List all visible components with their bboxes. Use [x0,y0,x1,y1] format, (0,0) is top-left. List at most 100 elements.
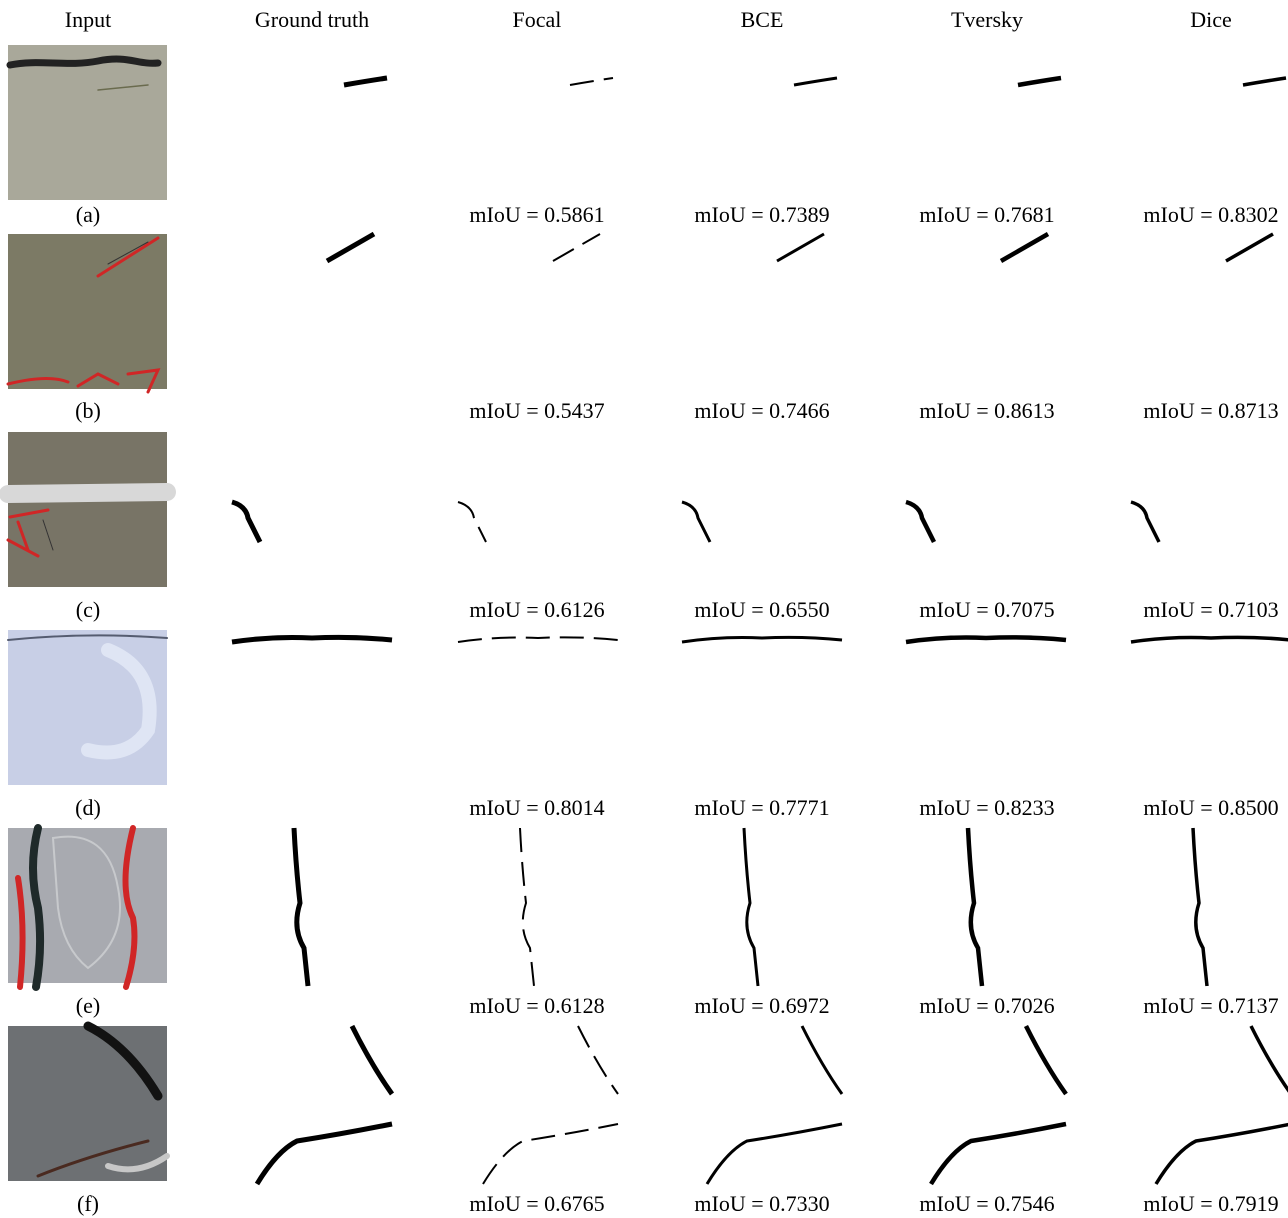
row-label: (c) [76,597,100,622]
input-image [8,234,167,392]
miou-score: mIoU = 0.7330 [694,1191,829,1216]
crack-stroke [327,234,374,261]
prediction-mask [1156,1026,1288,1184]
image-background [8,45,167,200]
ground-truth-mask [232,502,260,542]
miou-score: mIoU = 0.7771 [694,795,829,820]
input-image [8,828,167,987]
crack-stroke [802,1026,842,1094]
image-stroke [8,492,167,494]
crack-stroke [968,828,982,986]
miou-score: mIoU = 0.6128 [469,993,604,1018]
miou-score: mIoU = 0.7919 [1143,1191,1278,1216]
crack-stroke [458,502,486,542]
image-background [8,432,167,587]
ground-truth-mask [294,828,308,986]
crack-stroke [232,502,260,542]
page: InputGround truthFocalBCETverskyDice(a)m… [0,0,1288,1218]
input-image [8,45,167,200]
ground-truth-mask [232,637,392,642]
column-header: Tversky [951,7,1023,32]
crack-stroke [553,234,600,261]
column-header: Input [65,7,111,32]
row-label: (a) [76,202,100,227]
crack-stroke [682,502,710,542]
ground-truth-mask [327,234,374,261]
input-image [8,432,167,587]
prediction-mask [968,828,982,986]
prediction-mask [570,78,613,85]
crack-stroke [707,1124,842,1184]
crack-stroke [777,234,824,261]
row-label: (f) [77,1191,99,1216]
crack-stroke [483,1124,618,1184]
image-stroke [10,59,158,65]
crack-stroke [744,828,758,986]
crack-stroke [344,78,387,85]
crack-stroke [1018,78,1061,85]
prediction-mask [794,78,837,85]
row-label: (e) [76,993,100,1018]
miou-score: mIoU = 0.7681 [919,202,1054,227]
prediction-mask [520,828,534,986]
prediction-mask [931,1026,1066,1184]
input-image [8,1026,167,1181]
prediction-mask [1018,78,1061,85]
crack-stroke [1243,78,1286,85]
miou-score: mIoU = 0.6550 [694,597,829,622]
prediction-mask [906,502,934,542]
prediction-mask [682,502,710,542]
crack-stroke [458,637,618,642]
miou-score: mIoU = 0.8233 [919,795,1054,820]
prediction-mask [553,234,600,261]
crack-stroke [682,637,842,642]
crack-stroke [1226,234,1273,261]
row-label: (b) [75,398,101,423]
prediction-mask [1193,828,1207,986]
prediction-mask [906,637,1066,642]
miou-score: mIoU = 0.8014 [469,795,604,820]
miou-score: mIoU = 0.6126 [469,597,604,622]
crack-stroke [294,828,308,986]
prediction-mask [777,234,824,261]
prediction-mask [1226,234,1273,261]
image-background [8,234,167,389]
crack-stroke [906,502,934,542]
crack-stroke [1001,234,1048,261]
miou-score: mIoU = 0.7389 [694,202,829,227]
prediction-mask [707,1026,842,1184]
crack-stroke [578,1026,618,1094]
ground-truth-mask [344,78,387,85]
miou-score: mIoU = 0.6765 [469,1191,604,1216]
miou-score: mIoU = 0.7026 [919,993,1054,1018]
prediction-mask [1131,502,1159,542]
miou-score: mIoU = 0.7103 [1143,597,1278,622]
column-header: Focal [513,7,562,32]
crack-stroke [906,637,1066,642]
ground-truth-mask [257,1026,392,1184]
prediction-mask [1001,234,1048,261]
crack-stroke [1026,1026,1066,1094]
prediction-mask [483,1026,618,1184]
figure: InputGround truthFocalBCETverskyDice(a)m… [0,0,1288,1218]
miou-score: mIoU = 0.7075 [919,597,1054,622]
crack-stroke [1131,502,1159,542]
prediction-mask [458,502,486,542]
column-header: BCE [741,7,784,32]
input-image [8,630,167,785]
miou-score: mIoU = 0.8302 [1143,202,1278,227]
miou-score: mIoU = 0.5861 [469,202,604,227]
prediction-mask [682,637,842,642]
crack-stroke [1131,637,1288,642]
column-header: Dice [1190,7,1232,32]
miou-score: mIoU = 0.8500 [1143,795,1278,820]
prediction-mask [1243,78,1286,85]
crack-stroke [352,1026,392,1094]
crack-stroke [1193,828,1207,986]
crack-stroke [520,828,534,986]
miou-score: mIoU = 0.7546 [919,1191,1054,1216]
crack-stroke [931,1124,1066,1184]
prediction-mask [744,828,758,986]
miou-score: mIoU = 0.7137 [1143,993,1278,1018]
crack-stroke [232,637,392,642]
